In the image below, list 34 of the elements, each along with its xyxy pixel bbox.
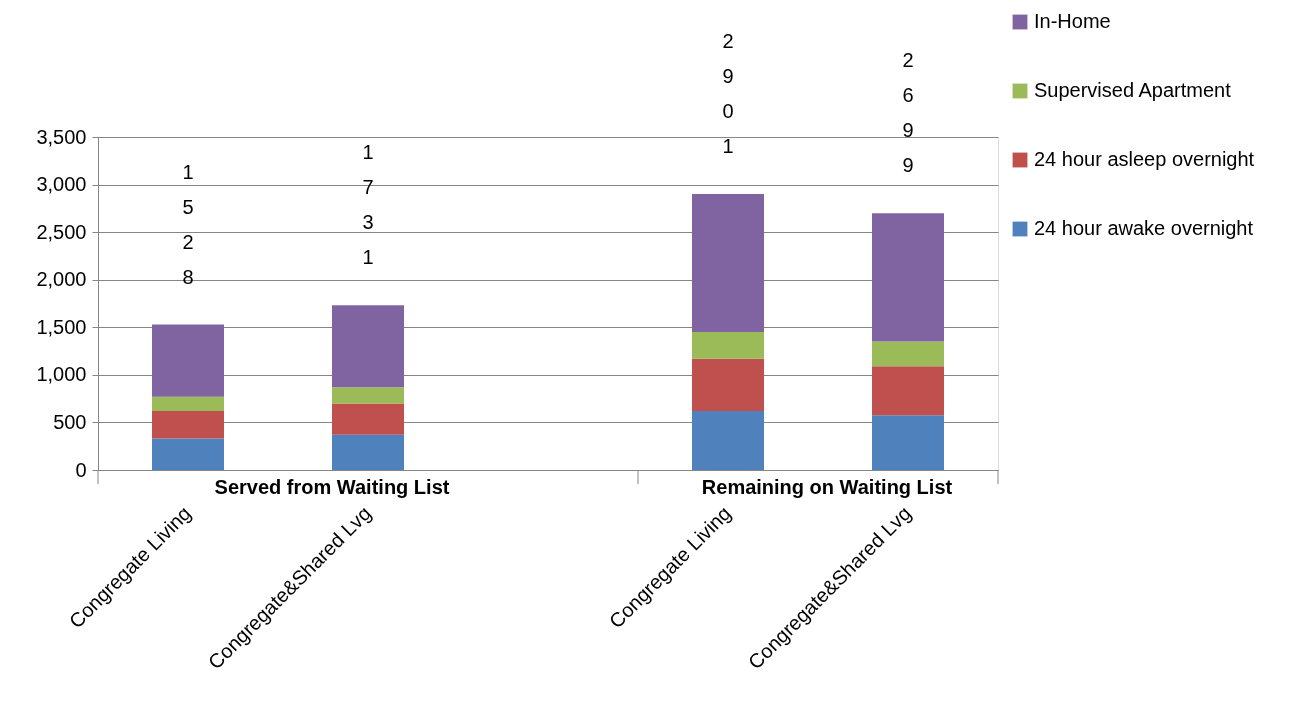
y-tick-label: 500 (53, 410, 87, 433)
total-label: 1731 (362, 141, 374, 269)
bar (872, 341, 944, 367)
y-tick-label: 1,500 (36, 315, 87, 338)
bar (332, 403, 404, 435)
bar (152, 324, 224, 397)
bar (872, 213, 944, 342)
bar (872, 415, 944, 470)
text: Served from Waiting List (214, 476, 450, 498)
total-label: 2699 (902, 49, 914, 177)
bar (692, 193, 764, 333)
y-tick-label: 2,000 (36, 268, 87, 291)
bar (332, 305, 404, 388)
bar (332, 434, 404, 470)
bar (692, 332, 764, 359)
legend-label: In-Home (1034, 10, 1111, 32)
bar (152, 411, 224, 439)
y-tick-label: 2,500 (36, 220, 87, 243)
y-tick-label: 1,000 (36, 363, 87, 386)
y-tick-label: 0 (75, 458, 87, 481)
total-label: 1528 (182, 160, 194, 288)
y-tick-label: 3,000 (36, 173, 87, 196)
legend-label: 24 hour awake overnight (1034, 217, 1254, 239)
legend-label: Supervised Apartment (1034, 79, 1232, 101)
bar (872, 366, 944, 416)
text: Remaining on Waiting List (701, 476, 953, 498)
bar (332, 387, 404, 404)
bar (692, 411, 764, 470)
legend-label: 24 hour asleep overnight (1034, 148, 1255, 170)
bar (152, 438, 224, 470)
y-tick-label: 3,500 (36, 125, 87, 148)
bar (152, 396, 224, 412)
bar (692, 358, 764, 412)
total-label: 2901 (722, 29, 734, 157)
